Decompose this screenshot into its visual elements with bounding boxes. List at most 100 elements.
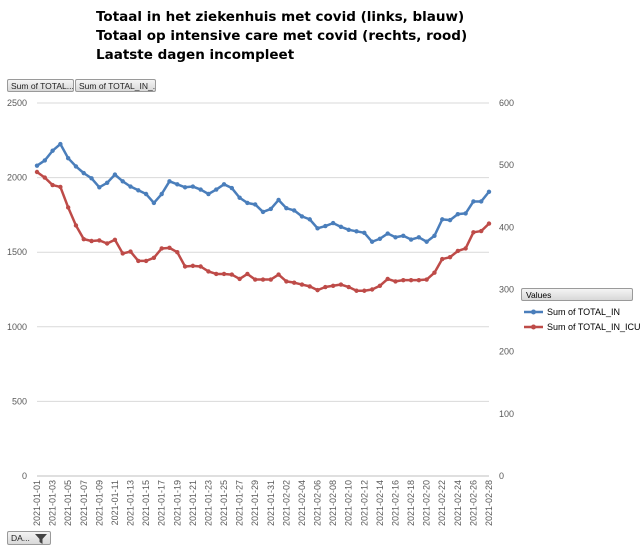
data-point <box>167 179 172 184</box>
legend-entry: Sum of TOTAL_IN <box>524 307 620 317</box>
legend-entry: Sum of TOTAL_IN_ICU <box>524 322 640 332</box>
data-point <box>408 277 414 283</box>
x-tick-label: 2021-01-09 <box>94 480 104 526</box>
x-tick-label: 2021-01-05 <box>63 480 73 526</box>
data-point <box>471 199 476 204</box>
data-point <box>120 251 125 256</box>
data-point <box>463 211 468 216</box>
data-point <box>182 185 188 190</box>
date-filter-label: DA... <box>11 533 30 543</box>
data-point <box>151 200 157 206</box>
data-point <box>385 231 390 236</box>
data-point <box>330 283 336 288</box>
x-tick-label: 2021-02-08 <box>328 480 338 526</box>
data-point <box>369 239 375 244</box>
title-line-3: Laatste dagen incompleet <box>96 47 295 63</box>
data-point <box>447 217 453 223</box>
data-point <box>291 208 297 213</box>
data-point <box>221 271 227 277</box>
data-point <box>42 175 47 180</box>
title-line-1: Totaal in het ziekenhuis met covid (link… <box>96 9 465 25</box>
data-point <box>323 284 328 290</box>
data-point <box>221 182 227 187</box>
data-point <box>362 288 367 293</box>
data-point <box>393 279 398 284</box>
data-point <box>112 172 118 177</box>
data-point <box>175 182 180 187</box>
data-point <box>143 191 149 197</box>
x-tick-label: 2021-01-25 <box>219 480 229 526</box>
data-point <box>128 184 133 189</box>
data-point <box>229 185 235 191</box>
x-tick-label: 2021-02-28 <box>484 480 494 526</box>
data-point <box>362 230 367 236</box>
data-point <box>58 184 63 190</box>
data-point <box>73 223 79 228</box>
data-point <box>253 277 258 282</box>
y-left-tick-label: 1000 <box>7 322 27 332</box>
x-tick-label: 2021-02-14 <box>375 480 385 526</box>
data-point <box>463 246 468 251</box>
data-point <box>97 238 102 243</box>
data-point <box>354 288 359 293</box>
pivot-field-button-total-icu[interactable]: Sum of TOTAL_IN_... <box>75 79 156 92</box>
data-point <box>214 271 219 277</box>
data-point <box>253 202 258 207</box>
data-point <box>471 230 476 235</box>
data-point <box>34 163 40 168</box>
series-line <box>36 142 490 244</box>
x-tick-label: 2021-02-16 <box>390 480 400 526</box>
data-point <box>120 179 125 184</box>
x-tick-label: 2021-01-01 <box>32 480 42 526</box>
data-point <box>385 276 390 282</box>
data-point <box>128 249 133 254</box>
data-point <box>229 272 235 277</box>
y-left-tick-label: 500 <box>12 396 27 406</box>
x-tick-label: 2021-01-03 <box>48 480 58 526</box>
data-point <box>237 276 242 282</box>
data-point <box>408 237 414 242</box>
data-point <box>81 170 86 176</box>
data-point <box>89 238 94 244</box>
data-point <box>198 187 203 192</box>
data-point <box>260 277 266 282</box>
data-point <box>175 250 180 255</box>
data-point <box>104 241 110 246</box>
x-tick-label: 2021-02-02 <box>281 480 291 526</box>
data-point <box>190 263 196 269</box>
x-tick-label: 2021-01-23 <box>203 480 213 526</box>
data-point <box>440 256 445 262</box>
data-point <box>416 277 422 283</box>
x-tick-label: 2021-01-29 <box>250 480 260 526</box>
y-right-tick-label: 500 <box>499 160 514 170</box>
data-point <box>58 141 63 147</box>
y-right-tick-label: 400 <box>499 222 514 232</box>
x-tick-label: 2021-02-24 <box>453 480 463 526</box>
legend-swatch-marker <box>531 324 536 330</box>
data-point <box>260 209 266 215</box>
x-tick-label: 2021-01-11 <box>110 480 120 525</box>
data-point <box>479 228 484 234</box>
date-filter-button[interactable]: DA... <box>7 531 51 545</box>
data-point <box>401 277 406 283</box>
y-left-tick-label: 1500 <box>7 247 27 257</box>
x-tick-label: 2021-02-04 <box>297 480 307 526</box>
data-point <box>486 221 492 226</box>
data-point <box>268 206 273 212</box>
x-tick-label: 2021-02-06 <box>313 480 323 526</box>
legend-values-button[interactable]: Values <box>521 288 633 301</box>
data-point <box>65 205 71 210</box>
x-tick-label: 2021-01-27 <box>235 480 245 526</box>
data-point <box>330 220 336 226</box>
pivot-field-button-total-in[interactable]: Sum of TOTAL... <box>7 79 74 92</box>
title-line-2: Totaal op intensive care met covid (rech… <box>96 28 468 44</box>
data-point <box>346 227 351 233</box>
data-point <box>50 182 55 188</box>
y-right-tick-label: 200 <box>499 347 514 357</box>
data-point <box>393 235 398 240</box>
data-point <box>151 255 157 260</box>
x-tick-label: 2021-01-21 <box>188 480 198 526</box>
data-point <box>104 180 110 186</box>
data-point <box>424 277 429 282</box>
data-point <box>89 176 94 181</box>
